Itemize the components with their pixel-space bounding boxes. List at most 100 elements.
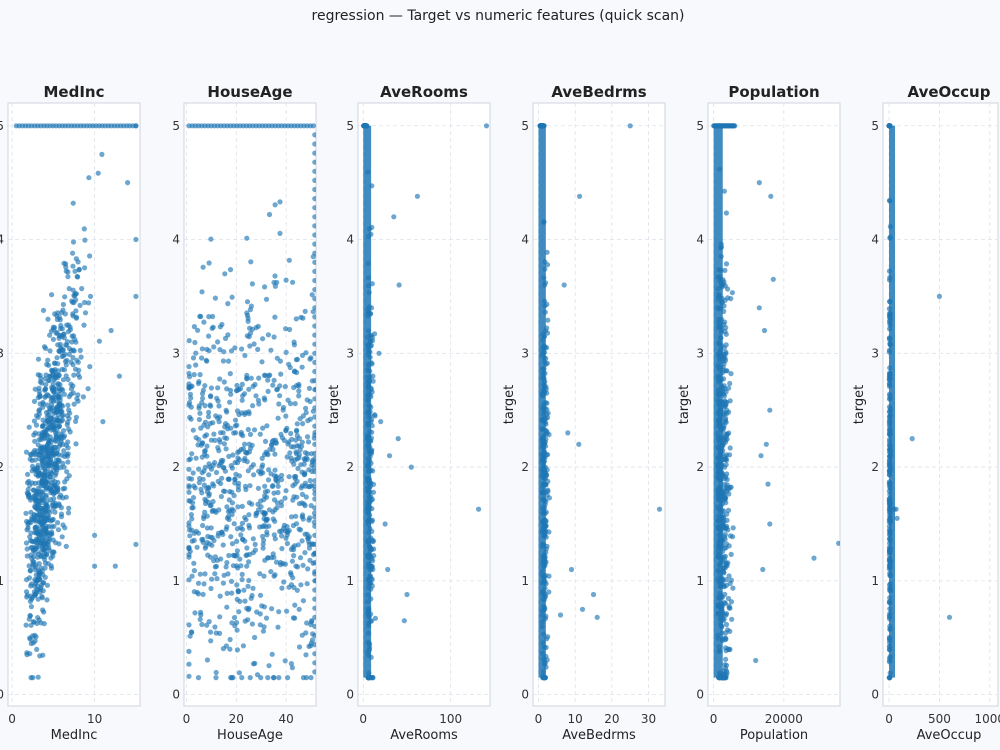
data-point [50,381,56,387]
data-point [201,581,207,587]
data-point [246,605,252,612]
data-point [227,267,234,273]
data-point [365,445,372,452]
data-point [288,570,294,576]
data-point [540,387,547,393]
data-point [887,312,893,318]
data-point [66,286,72,292]
data-point [210,324,216,330]
data-point [202,496,208,502]
data-point [234,627,240,633]
data-point [721,279,727,285]
outlier-point [87,293,94,299]
data-point [283,488,289,494]
data-point [190,504,196,511]
data-point [46,421,53,427]
data-point [294,369,300,376]
data-point [300,516,306,522]
data-point [27,456,33,462]
data-point [542,675,548,681]
data-point [200,591,206,598]
data-point [186,364,192,370]
data-point [292,602,298,608]
data-point [312,223,316,229]
data-point [722,526,728,532]
data-point [226,552,232,559]
plot-frame [532,102,666,707]
data-point [229,294,235,300]
data-point [273,477,279,483]
data-point [61,335,67,341]
data-point [52,325,58,331]
y-tick-label: 3 [172,346,180,360]
data-point [886,277,893,283]
data-point [47,456,54,462]
outlier-point [408,464,414,470]
panel-population: Population 0 1 2 3 4 5 0 20000 Population target [677,83,841,743]
data-point [544,407,550,413]
data-point [720,675,726,681]
data-point [312,469,316,475]
data-point [200,264,206,270]
data-point [28,530,34,536]
data-point [61,391,67,397]
data-point [539,366,546,372]
data-point [27,497,34,503]
data-point [37,379,44,385]
data-point [887,408,893,414]
data-point [82,310,89,316]
data-point [258,498,264,504]
data-point [887,606,893,612]
data-point [544,400,550,406]
scatter-points [886,123,953,681]
y-tick-label: 4 [172,233,180,247]
data-point [719,607,725,614]
data-point [277,230,283,236]
data-point [886,637,893,643]
data-point [66,505,72,511]
data-point [286,584,292,590]
data-point [210,498,216,505]
data-point [301,461,307,467]
data-point [729,616,735,622]
data-point [28,519,34,526]
data-point [887,585,893,591]
data-point [197,372,203,378]
data-point [50,477,56,483]
y-tick-label: 0 [346,688,354,702]
data-point [543,534,549,540]
data-point [276,609,282,615]
data-point [47,348,53,354]
data-point [287,450,293,456]
data-point [244,235,250,241]
data-point [312,523,316,529]
data-point [225,358,232,364]
plot-frame [357,102,491,707]
data-point [312,405,316,411]
data-point [31,487,37,493]
point-density-core [889,125,896,678]
data-point [196,466,202,472]
data-point [244,299,251,305]
data-point [199,391,206,397]
data-point [262,483,268,489]
data-point [56,372,62,378]
data-point [63,452,70,458]
data-point [191,589,197,595]
data-point [307,477,313,484]
data-point [539,608,545,614]
data-point [308,622,314,628]
data-point [189,451,195,457]
data-point [367,413,374,419]
data-point [234,647,240,653]
data-point [290,279,296,285]
data-point [544,325,550,331]
data-point [277,393,283,399]
data-point [62,294,68,300]
data-point [56,386,62,392]
panel-aveoccup: AveOccup 0 1 2 3 4 5 0 500 1000 AveOccup target [852,83,1000,743]
data-point [49,292,55,298]
data-point [243,486,249,493]
data-point [298,485,304,491]
data-point [197,313,203,319]
